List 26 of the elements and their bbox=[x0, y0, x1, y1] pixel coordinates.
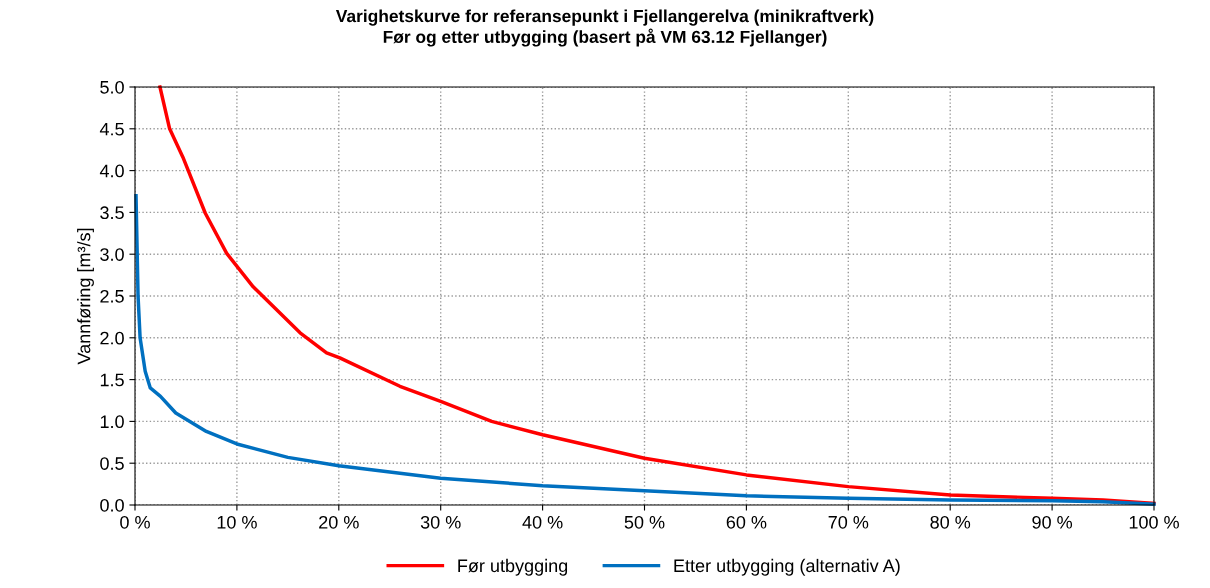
x-tick-label: 20 % bbox=[319, 515, 359, 529]
y-tick-label: 2.5 bbox=[100, 289, 124, 303]
x-tick-label: 70 % bbox=[828, 515, 869, 529]
x-tick-label: 90 % bbox=[1032, 515, 1073, 529]
y-tick-label: 1.5 bbox=[100, 373, 124, 387]
y-tick-label: 5.0 bbox=[100, 80, 124, 94]
x-tick-label: 30 % bbox=[420, 515, 461, 529]
x-tick-label: 60 % bbox=[726, 515, 767, 529]
y-tick-label: 0.0 bbox=[100, 498, 124, 512]
x-tick-label: 0 % bbox=[120, 515, 150, 529]
x-tick-label: 40 % bbox=[522, 515, 563, 529]
y-axis-title: Vannføring [m³/s] bbox=[77, 228, 94, 365]
x-tick-label: 10 % bbox=[217, 515, 257, 529]
x-tick-label: 50 % bbox=[624, 515, 665, 529]
y-tick-label: 3.5 bbox=[100, 206, 124, 220]
legend-label: Før utbygging bbox=[458, 558, 568, 576]
y-tick-label: 4.0 bbox=[99, 164, 124, 178]
y-tick-label: 3.0 bbox=[100, 248, 124, 261]
x-tick-label: 80 % bbox=[930, 515, 971, 529]
legend-label: Etter utbygging (alternativ A) bbox=[674, 558, 900, 576]
y-tick-label: 4.5 bbox=[99, 122, 124, 136]
y-tick-label: 1.0 bbox=[100, 415, 124, 429]
y-tick-label: 0.5 bbox=[100, 457, 124, 470]
y-tick-label: 2.0 bbox=[100, 331, 124, 345]
chart-title: Varighetskurve for referansepunkt i Fjellangerelva (minikraftverk) Før og etter utbygging (basert på VM 63.12 Fjellanger) bbox=[335, 9, 874, 47]
x-tick-label: 100 % bbox=[1129, 515, 1179, 529]
